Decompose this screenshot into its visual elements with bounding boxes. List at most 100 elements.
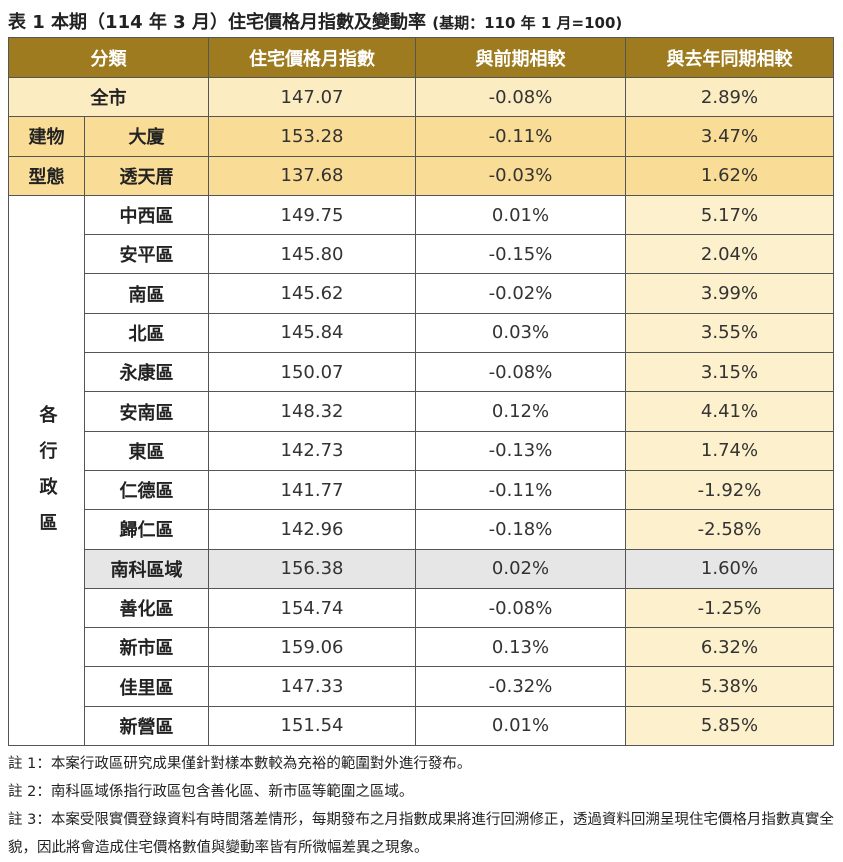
index-value: 137.68 bbox=[208, 155, 416, 196]
mom-change: -0.15% bbox=[415, 234, 626, 275]
index-table: 分類 住宅價格月指數 與前期相較 與去年同期相較 全市 147.07 -0.08% 2.89%… bbox=[8, 37, 834, 747]
mom-change: -0.08% bbox=[415, 352, 626, 393]
yoy-change: 1.60% bbox=[625, 548, 834, 589]
group-label-text: 型態 bbox=[28, 166, 65, 188]
index-value: 145.84 bbox=[208, 312, 416, 354]
title-block: 表 1 本期（114 年 3 月）住宅價格月指數及變動率 (基期：110 年 1… bbox=[8, 8, 622, 34]
row-name: 安平區 bbox=[84, 234, 209, 275]
yoy-change: 5.85% bbox=[625, 705, 834, 747]
header-cell: 分類 bbox=[8, 37, 209, 78]
row-name: 大廈 bbox=[84, 116, 209, 157]
district-row: 歸仁區 142.96 -0.18% -2.58% bbox=[9, 509, 834, 550]
group-label: 建物 bbox=[8, 116, 85, 157]
index-value: 153.28 bbox=[208, 116, 416, 157]
title: 表 1 本期（114 年 3 月）住宅價格月指數及變動率 bbox=[8, 12, 426, 33]
row-name: 安南區 bbox=[84, 391, 209, 432]
base-period: (基期：110 年 1 月=100) bbox=[432, 14, 623, 32]
district-row: 安平區 145.80 -0.15% 2.04% bbox=[9, 234, 834, 275]
district-row: 東區 142.73 -0.13% 1.74% bbox=[9, 430, 834, 471]
mom-change: -0.32% bbox=[415, 666, 626, 707]
district-row: 新市區 159.06 0.13% 6.32% bbox=[9, 627, 834, 668]
mom-change: 0.01% bbox=[415, 194, 626, 236]
yoy-change: 4.41% bbox=[625, 391, 834, 432]
yoy-change: -1.92% bbox=[625, 469, 834, 511]
district-row: 永康區 150.07 -0.08% 3.15% bbox=[9, 352, 834, 393]
district-row: 南區 145.62 -0.02% 3.99% bbox=[9, 273, 834, 314]
notes: 註 1：本案行政區研究成果僅針對樣本數較為充裕的範圍對外進行發布。註 2：南科區… bbox=[8, 750, 834, 862]
row-name: 新營區 bbox=[84, 705, 209, 747]
yoy-change: 3.99% bbox=[625, 273, 834, 314]
row-name: 善化區 bbox=[84, 587, 209, 629]
index-value: 142.73 bbox=[208, 430, 416, 471]
district-row: 仁德區 141.77 -0.11% -1.92% bbox=[9, 469, 834, 511]
row-name: 新市區 bbox=[84, 627, 209, 668]
row-name: 透天厝 bbox=[84, 155, 209, 196]
group-label: 各行政區 bbox=[8, 194, 85, 747]
note: 註 2：南科區域係指行政區包含善化區、新市區等範圍之區域。 bbox=[8, 784, 414, 800]
mom-change: -0.08% bbox=[415, 587, 626, 629]
index-value: 149.75 bbox=[208, 194, 416, 236]
mom-change: 0.12% bbox=[415, 391, 626, 432]
index-value: 141.77 bbox=[208, 469, 416, 511]
district-row: 新營區 151.54 0.01% 5.85% bbox=[9, 705, 834, 747]
header-cell: 住宅價格月指數 bbox=[208, 37, 416, 78]
mom-change: 0.13% bbox=[415, 627, 626, 668]
yoy-change: 5.38% bbox=[625, 666, 834, 707]
index-value: 150.07 bbox=[208, 352, 416, 393]
district-row: 各行政區 中西區 149.75 0.01% 5.17% bbox=[8, 194, 834, 747]
index-value: 147.07 bbox=[208, 76, 416, 118]
row-name: 中西區 bbox=[84, 194, 209, 236]
row-name: 歸仁區 bbox=[84, 509, 209, 550]
mom-change: -0.08% bbox=[415, 76, 626, 118]
row-name: 南科區域 bbox=[84, 548, 209, 589]
index-value: 147.33 bbox=[208, 666, 416, 707]
yoy-change: 3.55% bbox=[625, 312, 834, 354]
yoy-change: -1.25% bbox=[625, 587, 834, 629]
building-type-row: 建物 大廈 153.28 -0.11% 3.47% bbox=[8, 116, 834, 157]
row-name: 南區 bbox=[84, 273, 209, 314]
yoy-change: 5.17% bbox=[625, 194, 834, 236]
index-value: 159.06 bbox=[208, 627, 416, 668]
index-value: 154.74 bbox=[208, 587, 416, 629]
group-label: 型態 bbox=[8, 155, 85, 196]
row-name: 東區 bbox=[84, 430, 209, 471]
row-name: 全市 bbox=[8, 76, 209, 118]
yoy-change: 1.62% bbox=[625, 155, 834, 196]
yoy-change: 2.89% bbox=[625, 76, 834, 118]
row-name: 永康區 bbox=[84, 352, 209, 393]
mom-change: -0.11% bbox=[415, 116, 626, 157]
yoy-change: -2.58% bbox=[625, 509, 834, 550]
note: 註 3：本案受限實價登錄資料有時間落差情形，每期發布之月指數成果將進行回溯修正，… bbox=[8, 812, 834, 856]
group-label-text: 各行政區 bbox=[36, 404, 58, 549]
district-row: 北區 145.84 0.03% 3.55% bbox=[9, 312, 834, 354]
building-type-row: 型態 透天厝 137.68 -0.03% 1.62% bbox=[8, 155, 834, 196]
row-name: 仁德區 bbox=[84, 469, 209, 511]
summary-row: 全市 147.07 -0.08% 2.89% bbox=[8, 76, 834, 118]
index-value: 151.54 bbox=[208, 705, 416, 747]
district-row: 佳里區 147.33 -0.32% 5.38% bbox=[9, 666, 834, 707]
yoy-change: 2.04% bbox=[625, 234, 834, 275]
index-value: 142.96 bbox=[208, 509, 416, 550]
yoy-change: 3.15% bbox=[625, 352, 834, 393]
mom-change: -0.18% bbox=[415, 509, 626, 550]
mom-change: -0.13% bbox=[415, 430, 626, 471]
header-row: 分類 住宅價格月指數 與前期相較 與去年同期相較 bbox=[8, 37, 834, 78]
index-value: 156.38 bbox=[208, 548, 416, 589]
index-value: 148.32 bbox=[208, 391, 416, 432]
row-name: 北區 bbox=[84, 312, 209, 354]
district-row: 安南區 148.32 0.12% 4.41% bbox=[9, 391, 834, 432]
index-value: 145.80 bbox=[208, 234, 416, 275]
mom-change: -0.11% bbox=[415, 469, 626, 511]
group-label-text: 建物 bbox=[28, 127, 65, 149]
mom-change: -0.03% bbox=[415, 155, 626, 196]
mom-change: 0.03% bbox=[415, 312, 626, 354]
district-row: 善化區 154.74 -0.08% -1.25% bbox=[9, 587, 834, 629]
yoy-change: 3.47% bbox=[625, 116, 834, 157]
mom-change: 0.01% bbox=[415, 705, 626, 747]
district-row: 南科區域 156.38 0.02% 1.60% bbox=[9, 548, 834, 589]
yoy-change: 1.74% bbox=[625, 430, 834, 471]
mom-change: -0.02% bbox=[415, 273, 626, 314]
yoy-change: 6.32% bbox=[625, 627, 834, 668]
row-name: 佳里區 bbox=[84, 666, 209, 707]
